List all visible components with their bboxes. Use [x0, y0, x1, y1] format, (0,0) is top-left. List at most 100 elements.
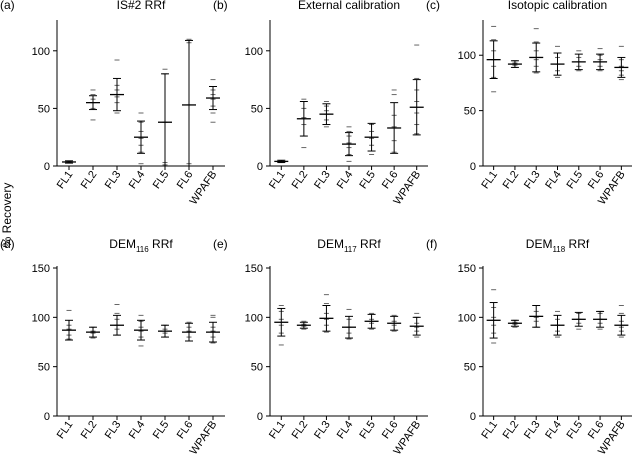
- y-tick-label: 150: [458, 263, 476, 275]
- series-wpafb: [206, 79, 220, 123]
- series-fl3: [319, 100, 334, 128]
- y-tick-label: 50: [464, 362, 476, 374]
- series-fl5: [571, 311, 586, 330]
- y-tick-label: 100: [245, 46, 263, 58]
- x-tick-label: FL3: [312, 419, 333, 441]
- series-fl6: [387, 89, 402, 154]
- series-fl6: [593, 48, 608, 72]
- x-tick-label: FL4: [543, 169, 564, 191]
- y-tick-label: 100: [32, 46, 50, 58]
- x-tick-label: FL5: [151, 419, 172, 441]
- x-tick-label: FL2: [79, 419, 100, 441]
- x-tick-label: FL3: [103, 419, 124, 441]
- x-tick-label: FL2: [290, 419, 311, 441]
- y-tick-label: 100: [458, 312, 476, 324]
- series-fl1: [486, 25, 501, 93]
- chart-title: IS#2 RRf: [117, 0, 166, 12]
- series-fl2: [507, 60, 522, 68]
- chart-panel: (e) DEM117 RRf 0 50 100 150 FL1 FL2 FL3 FL4 FL5 FL6…: [213, 237, 428, 457]
- x-tick-label: FL4: [335, 419, 356, 441]
- series-fl1: [62, 160, 76, 164]
- series-fl4: [134, 112, 148, 165]
- chart-title-suffix: RRf: [357, 237, 382, 251]
- series-fl6: [593, 310, 608, 330]
- series-fl2: [507, 319, 522, 328]
- series-fl1: [274, 304, 289, 346]
- x-tick-label: FL6: [380, 419, 401, 441]
- chart-title: DEM116 RRf: [109, 237, 173, 254]
- series-fl4: [550, 310, 565, 338]
- x-tick-label: FL1: [55, 169, 76, 191]
- y-tick-label: 50: [38, 362, 50, 374]
- x-tick-label: FL1: [55, 419, 76, 441]
- chart-title-subscript: 117: [344, 245, 357, 254]
- x-tick-label: FL1: [267, 419, 288, 441]
- series-fl4: [550, 45, 565, 78]
- x-tick-label: FL6: [586, 419, 607, 441]
- panel-label: (a): [0, 0, 15, 12]
- y-tick-label: 100: [32, 312, 50, 324]
- series-fl4: [342, 308, 356, 340]
- x-tick-label: FL6: [380, 169, 401, 191]
- series-fl2: [296, 98, 311, 149]
- x-tick-label: FL2: [501, 419, 522, 441]
- series-fl5: [158, 68, 172, 167]
- x-tick-label: FL2: [79, 169, 100, 191]
- series-fl1: [62, 309, 76, 341]
- chart-title: Isotopic calibration: [508, 0, 607, 12]
- series-fl4: [134, 314, 148, 347]
- series-fl6: [387, 314, 402, 332]
- y-tick-label: 50: [251, 362, 263, 374]
- panel-label: (e): [213, 237, 228, 251]
- chart-title-main: DEM: [317, 237, 344, 251]
- series-fl3: [110, 59, 124, 114]
- x-tick-label: FL4: [335, 169, 356, 191]
- x-tick-label: FL5: [357, 169, 378, 191]
- chart-title: DEM117 RRf: [317, 237, 381, 254]
- chart-title-subscript: 116: [136, 245, 149, 254]
- series-wpafb: [614, 304, 629, 338]
- series-fl1: [274, 159, 289, 164]
- series-wpafb: [409, 312, 424, 338]
- y-tick-label: 50: [251, 103, 263, 115]
- x-tick-label: FL1: [479, 419, 500, 441]
- y-tick-label: 0: [470, 161, 476, 173]
- y-tick-label: 150: [245, 263, 263, 275]
- series-fl4: [342, 126, 356, 162]
- chart-title-subscript: 118: [552, 245, 565, 254]
- panel-label: (d): [0, 237, 15, 251]
- x-tick-label: FL6: [586, 169, 607, 191]
- x-tick-label: FL6: [175, 419, 196, 441]
- x-tick-label: FL6: [175, 169, 196, 191]
- series-wpafb: [614, 45, 629, 81]
- y-tick-label: 50: [464, 106, 476, 118]
- x-tick-label: FL2: [290, 169, 311, 191]
- y-tick-label: 100: [458, 50, 476, 62]
- series-fl5: [158, 324, 172, 338]
- x-tick-label: FL4: [127, 169, 148, 191]
- x-tick-label: FL3: [312, 169, 333, 191]
- y-tick-label: 0: [44, 161, 50, 173]
- chart-title-suffix: RRf: [565, 237, 590, 251]
- chart-title: DEM118 RRf: [526, 237, 590, 254]
- chart-title-main: DEM: [109, 237, 136, 251]
- series-fl3: [110, 304, 124, 336]
- series-fl5: [364, 122, 379, 155]
- chart-title-main: DEM: [526, 237, 553, 251]
- series-fl3: [529, 28, 544, 74]
- x-tick-label: FL5: [151, 169, 172, 191]
- series-fl1: [486, 289, 501, 344]
- y-tick-label: 0: [470, 411, 476, 423]
- chart-title-main: Isotopic calibration: [508, 0, 607, 12]
- series-wpafb: [206, 314, 220, 344]
- panel-label: (b): [213, 0, 228, 12]
- series-fl2: [296, 320, 311, 330]
- y-tick-label: 50: [38, 103, 50, 115]
- y-tick-label: 0: [257, 411, 263, 423]
- chart-title-main: IS#2 RRf: [117, 0, 166, 12]
- series-fl3: [529, 304, 544, 328]
- x-tick-label: FL3: [522, 419, 543, 441]
- x-tick-label: FL2: [501, 169, 522, 191]
- x-tick-label: FL1: [267, 169, 288, 191]
